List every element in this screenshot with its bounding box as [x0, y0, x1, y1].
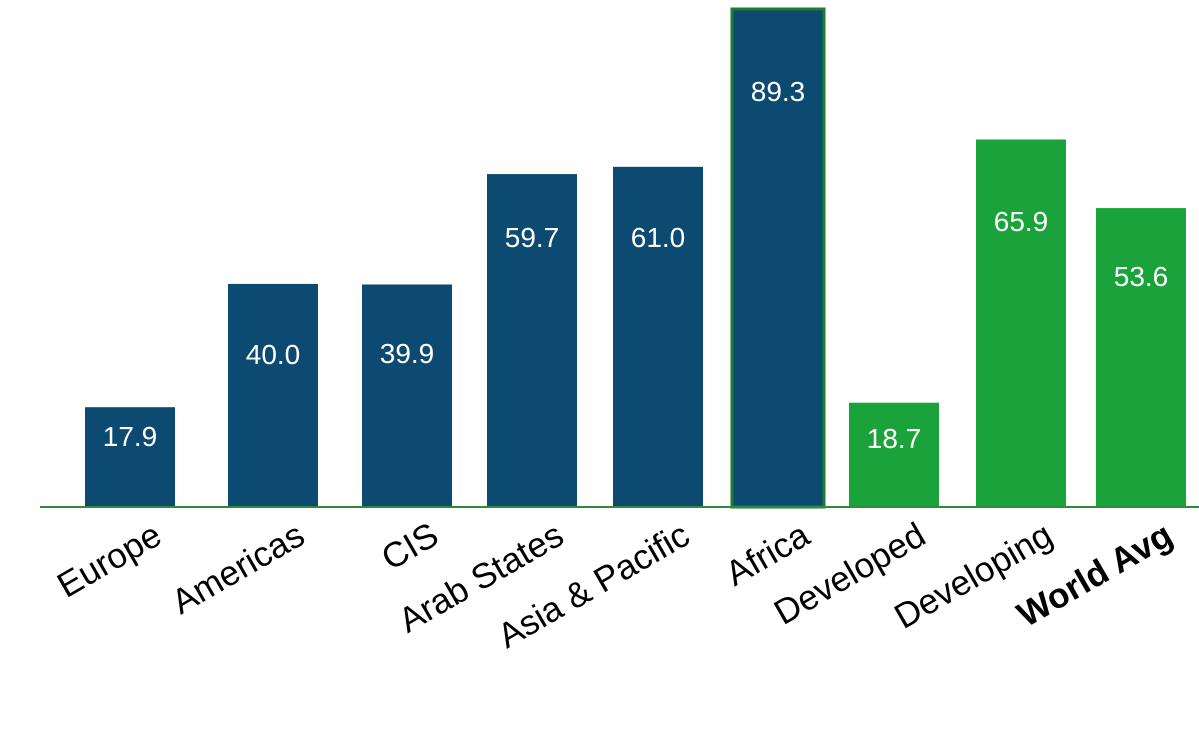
value-label-europe: 17.9 — [103, 421, 158, 452]
bar-developed — [849, 402, 939, 507]
bar-cis — [362, 284, 452, 507]
bar-world-avg — [1096, 208, 1186, 507]
bar-europe — [85, 407, 175, 507]
bars-group — [85, 7, 1186, 509]
bar-arab-states — [487, 174, 577, 507]
value-label-africa: 89.3 — [751, 76, 806, 107]
value-label-asia-pacific: 61.0 — [631, 222, 686, 253]
value-label-developed: 18.7 — [867, 423, 922, 454]
value-label-americas: 40.0 — [246, 339, 301, 370]
value-label-cis: 39.9 — [380, 338, 435, 369]
value-label-arab-states: 59.7 — [505, 222, 560, 253]
category-label-cis: CIS — [375, 515, 445, 578]
bar-developing — [976, 139, 1066, 507]
value-label-developing: 65.9 — [994, 206, 1049, 237]
category-label-europe: Europe — [51, 515, 168, 605]
value-label-world-avg: 53.6 — [1114, 261, 1169, 292]
bar-asia-pacific — [613, 166, 703, 507]
bar-americas — [228, 283, 318, 507]
category-label-americas: Americas — [165, 515, 311, 622]
value-labels-group: 17.9 40.0 39.9 59.7 61.0 89.3 18.7 65.9 53.6 — [103, 76, 1169, 454]
